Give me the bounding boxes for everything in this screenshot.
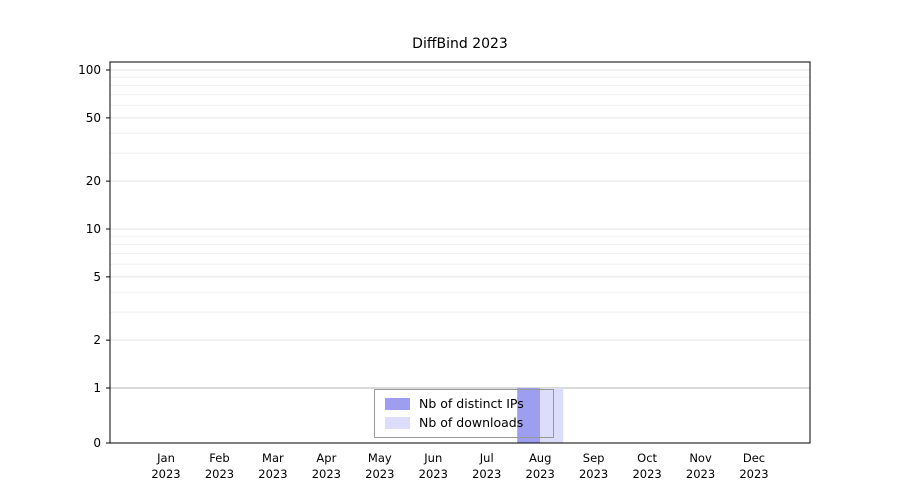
x-tick-label-month: Aug (529, 451, 551, 465)
legend-swatch-distinct-ips (385, 397, 410, 410)
legend-entry-downloads: Nb of downloads (385, 413, 553, 432)
x-tick-label-year: 2023 (205, 467, 234, 481)
y-tick-label: 5 (93, 270, 101, 284)
y-tick-label: 20 (86, 174, 101, 188)
x-tick-label-year: 2023 (151, 467, 180, 481)
x-tick-label-month: Sep (583, 451, 605, 465)
x-tick-label-month: Jan (156, 451, 175, 465)
x-tick-label-month: Feb (209, 451, 229, 465)
y-tick-label: 2 (93, 333, 101, 347)
x-tick-label-year: 2023 (632, 467, 661, 481)
x-tick-label-year: 2023 (472, 467, 501, 481)
legend-label-downloads: Nb of downloads (419, 415, 524, 430)
legend-swatch-downloads (385, 416, 410, 429)
plot-border (109, 61, 811, 444)
legend-label-distinct-ips: Nb of distinct IPs (419, 396, 524, 411)
y-tick-label: 0 (93, 436, 101, 450)
bar-distinct-ips-aug (517, 388, 541, 443)
x-tick-label-month: Mar (262, 451, 284, 465)
x-tick-label-month: Jun (423, 451, 442, 465)
x-tick-label-year: 2023 (258, 467, 287, 481)
y-tick-label: 100 (78, 63, 101, 77)
bar-downloads-aug (540, 388, 564, 443)
x-tick-label-month: Nov (689, 451, 712, 465)
x-tick-label-year: 2023 (365, 467, 394, 481)
legend: Nb of distinct IPs Nb of downloads (374, 389, 554, 438)
legend-entry-distinct-ips: Nb of distinct IPs (385, 394, 553, 413)
x-tick-label-month: May (368, 451, 392, 465)
chart-title: DiffBind 2023 (412, 36, 508, 52)
y-tick-label: 50 (86, 111, 101, 125)
x-tick-label-year: 2023 (739, 467, 768, 481)
y-tick-label: 1 (93, 381, 101, 395)
x-tick-label-year: 2023 (526, 467, 555, 481)
x-tick-label-month: Jul (479, 451, 494, 465)
x-tick-label-year: 2023 (419, 467, 448, 481)
x-tick-label-year: 2023 (579, 467, 608, 481)
x-tick-label-month: Dec (743, 451, 765, 465)
y-tick-label: 10 (86, 222, 101, 236)
x-tick-label-month: Apr (316, 451, 336, 465)
x-tick-label-month: Oct (637, 451, 657, 465)
x-tick-label-year: 2023 (312, 467, 341, 481)
x-tick-label-year: 2023 (686, 467, 715, 481)
